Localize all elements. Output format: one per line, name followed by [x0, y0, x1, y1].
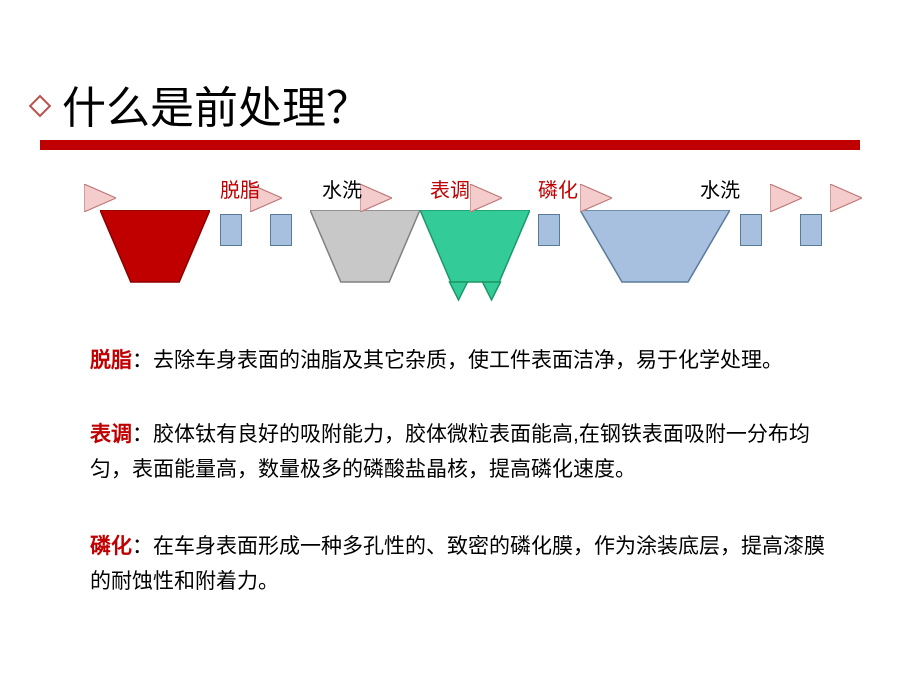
stage-label-0: 脱脂 — [210, 174, 270, 203]
wash-box-3 — [740, 214, 762, 246]
title-underline — [40, 140, 860, 150]
description-1: 表调：胶体钛有良好的吸附能力，胶体微粒表面能高,在钢铁表面吸附一分布均匀，表面能… — [90, 418, 840, 487]
stage-label-3: 磷化 — [528, 174, 588, 203]
description-term-2: 磷化 — [90, 535, 132, 558]
description-term-0: 脱脂 — [90, 349, 132, 372]
stage-label-1: 水洗 — [312, 174, 372, 203]
flag-0 — [84, 184, 116, 212]
tank-1 — [310, 210, 420, 302]
tank-0 — [100, 210, 210, 302]
title-bullet — [29, 95, 52, 118]
wash-box-4 — [800, 214, 822, 246]
description-2: 磷化：在车身表面形成一种多孔性的、致密的磷化膜，作为涂装底层，提高漆膜的耐蚀性和… — [90, 530, 840, 599]
page-title: 什么是前处理？ — [62, 72, 370, 136]
tank-2 — [420, 210, 530, 302]
description-text-1: ：胶体钛有良好的吸附能力，胶体微粒表面能高,在钢铁表面吸附一分布均匀，表面能量高… — [90, 423, 810, 481]
wash-box-0 — [220, 214, 242, 246]
wash-box-2 — [538, 214, 560, 246]
flag-6 — [830, 184, 862, 212]
stage-label-2: 表调 — [420, 174, 480, 203]
description-text-2: ：在车身表面形成一种多孔性的、致密的磷化膜，作为涂装底层，提高漆膜的耐蚀性和附着… — [90, 535, 825, 593]
flag-5 — [770, 184, 802, 212]
description-term-1: 表调 — [90, 423, 132, 446]
process-diagram: 脱脂 水洗 表调 磷化 水洗 — [80, 174, 850, 314]
description-0: 脱脂：去除车身表面的油脂及其它杂质，使工件表面洁净，易于化学处理。 — [90, 344, 840, 379]
tank-3 — [580, 210, 730, 302]
wash-box-1 — [270, 214, 292, 246]
description-text-0: ：去除车身表面的油脂及其它杂质，使工件表面洁净，易于化学处理。 — [132, 349, 783, 372]
stage-label-4: 水洗 — [690, 174, 750, 203]
